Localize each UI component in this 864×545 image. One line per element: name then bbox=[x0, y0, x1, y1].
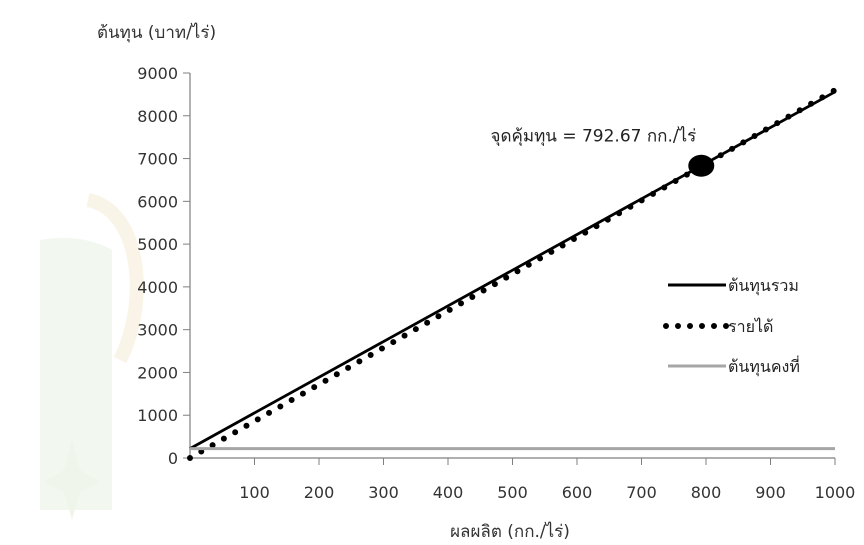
x-tick-label: 300 bbox=[368, 483, 399, 502]
y-tick-label: 6000 bbox=[137, 192, 178, 211]
y-tick-label: 4000 bbox=[137, 278, 178, 297]
legend-label-3: ต้นทุนคงที่ bbox=[728, 355, 800, 377]
x-tick-label: 200 bbox=[304, 483, 335, 502]
y-tick-label: 8000 bbox=[137, 107, 178, 126]
legend-label-1: ต้นทุนรวม bbox=[728, 276, 799, 296]
y-tick-label: 9000 bbox=[137, 64, 178, 83]
x-tick-label: 500 bbox=[497, 483, 528, 502]
watermark-swoosh bbox=[40, 238, 112, 510]
series-line-1 bbox=[189, 90, 836, 450]
y-tick-label: 5000 bbox=[137, 235, 178, 254]
y-axis-title: ต้นทุน (บาท/ไร่) bbox=[97, 22, 216, 43]
x-tick-label: 900 bbox=[755, 483, 786, 502]
x-tick-label: 1000 bbox=[815, 483, 856, 502]
axes bbox=[189, 73, 835, 459]
x-axis-ticks: 100 200 300 400 500 600 700 800 900 1000 bbox=[239, 458, 855, 502]
break-even-label: จุดคุ้มทุน = 792.67 กก./ไร่ bbox=[491, 126, 697, 147]
y-axis-ticks: 0 1000 2000 3000 4000 5000 6000 7000 8000 9000 bbox=[137, 64, 190, 468]
watermark-ring bbox=[86, 193, 144, 364]
x-tick-label: 800 bbox=[691, 483, 722, 502]
x-tick-label: 100 bbox=[239, 483, 270, 502]
watermark bbox=[40, 193, 144, 520]
series-layer bbox=[187, 87, 838, 461]
x-tick-label: 400 bbox=[433, 483, 464, 502]
y-tick-label: 2000 bbox=[137, 363, 178, 382]
legend-label-2: รายได้ bbox=[728, 317, 773, 336]
y-tick-label: 7000 bbox=[137, 150, 178, 169]
y-tick-label: 1000 bbox=[137, 406, 178, 425]
x-tick-label: 600 bbox=[562, 483, 593, 502]
break-even-marker bbox=[688, 154, 715, 177]
watermark-star bbox=[44, 440, 100, 520]
y-tick-label: 0 bbox=[168, 449, 178, 468]
x-axis-title: ผลผลิต (กก./ไร่) bbox=[450, 521, 570, 542]
annotation-layer: จุดคุ้มทุน = 792.67 กก./ไร่ bbox=[491, 126, 715, 177]
y-tick-label: 3000 bbox=[137, 321, 178, 340]
x-tick-label: 700 bbox=[626, 483, 657, 502]
